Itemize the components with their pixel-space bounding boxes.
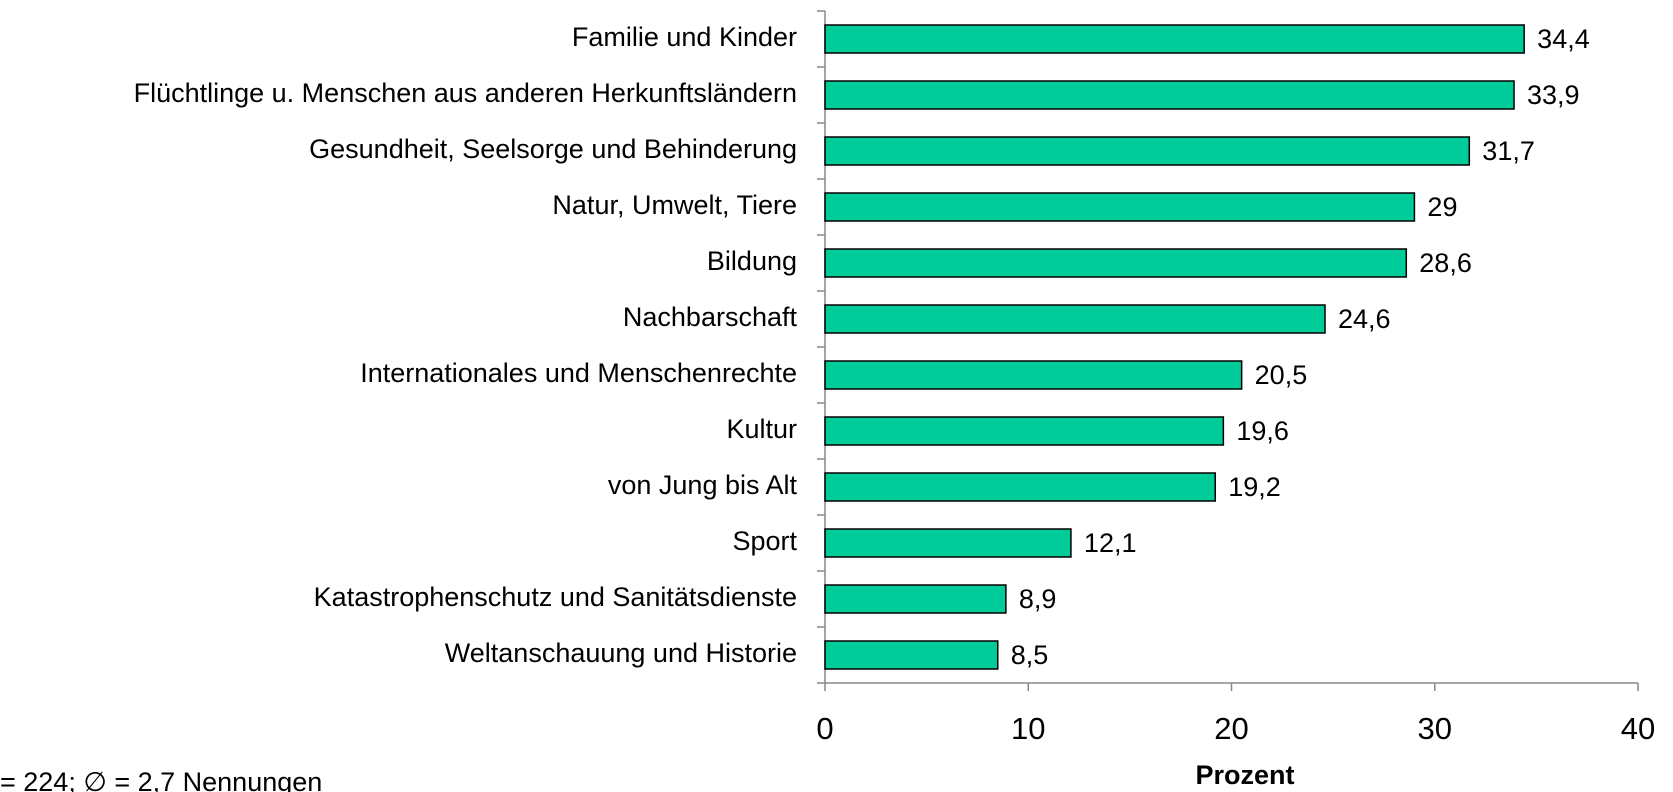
note: = 224; ∅ = 2,7 Nennungen (0, 767, 322, 792)
x-tick-label: 10 (1011, 711, 1045, 746)
value-label: 19,2 (1228, 472, 1281, 502)
value-label: 33,9 (1527, 80, 1580, 110)
value-label: 29 (1427, 192, 1457, 222)
x-tick-label: 20 (1214, 711, 1248, 746)
value-label: 20,5 (1255, 360, 1308, 390)
bar (824, 528, 1072, 558)
value-label: 31,7 (1482, 136, 1535, 166)
bar (824, 24, 1525, 54)
value-label: 24,6 (1338, 304, 1391, 334)
bar (824, 80, 1515, 110)
bar (824, 248, 1408, 278)
value-label: 12,1 (1084, 528, 1137, 558)
value-label: 19,6 (1236, 416, 1289, 446)
value-label: 28,6 (1419, 248, 1472, 278)
x-tick-label: 30 (1418, 711, 1452, 746)
y-tick-label: Weltanschauung und Historie (445, 638, 797, 668)
bar (824, 584, 1007, 614)
bar (824, 416, 1225, 446)
bar (824, 360, 1243, 390)
bar (824, 640, 999, 670)
bar (824, 304, 1326, 334)
y-tick-label: Gesundheit, Seelsorge und Behinderung (309, 134, 797, 164)
y-tick-label: Familie und Kinder (572, 22, 797, 52)
y-tick-label: Kultur (726, 414, 797, 444)
y-tick-label: Katastrophenschutz und Sanitätsdienste (314, 582, 797, 612)
y-tick-label: Bildung (707, 246, 797, 276)
bar (824, 136, 1471, 166)
y-tick-label: Flüchtlinge u. Menschen aus anderen Herk… (134, 78, 797, 108)
value-label: 8,9 (1019, 584, 1057, 614)
y-tick-label: von Jung bis Alt (608, 470, 798, 500)
value-label: 34,4 (1537, 24, 1590, 54)
y-tick-label: Natur, Umwelt, Tiere (552, 190, 797, 220)
value-label: 8,5 (1011, 640, 1049, 670)
bar (824, 192, 1416, 222)
bar (824, 472, 1216, 502)
x-tick-label: 40 (1621, 711, 1655, 746)
y-tick-label: Nachbarschaft (623, 302, 798, 332)
y-tick-label: Internationales und Menschenrechte (360, 358, 797, 388)
y-tick-label: Sport (732, 526, 797, 556)
x-axis-label: Prozent (1195, 760, 1294, 790)
x-tick-label: 0 (816, 711, 833, 746)
